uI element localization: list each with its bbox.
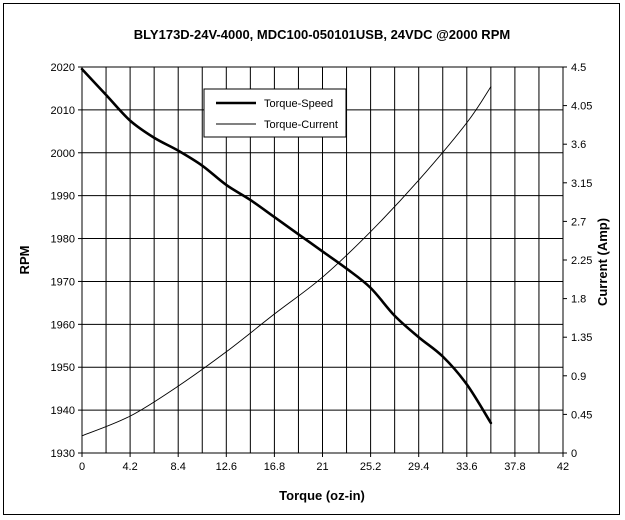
y2-tick-label: 0.45 (571, 409, 592, 421)
series-layer (80, 67, 493, 437)
y-tick-label: 2020 (51, 62, 75, 74)
x-tick-label: 21 (316, 461, 328, 473)
y-tick-label: 1930 (51, 448, 75, 460)
chart-title: BLY173D-24V-4000, MDC100-050101USB, 24VD… (134, 27, 510, 42)
x-tick-label: 29.4 (408, 461, 429, 473)
legend-box (203, 88, 347, 138)
y2-axis-ticks: 0 0.45 0.9 1.35 1.8 2.25 2.7 3.15 3.6 4.05 4.5 (563, 62, 592, 460)
x-tick-label: 33.6 (456, 461, 477, 473)
y2-tick-label: 4.05 (571, 101, 592, 113)
x-tick-label: 25.2 (360, 461, 381, 473)
y2-axis-label: Current (Amp) (595, 218, 610, 306)
x-axis-ticks: 0 4.2 8.4 12.6 16.8 21 25.2 29.4 33.6 37.8 42 (79, 453, 569, 473)
series-line-torque-current (81, 86, 492, 437)
y2-tick-label: 0.9 (571, 371, 586, 383)
y-tick-label: 2010 (51, 105, 75, 117)
x-tick-label: 42 (557, 461, 569, 473)
y2-tick-label: 1.35 (571, 332, 592, 344)
legend: Torque-Speed Torque-Current (203, 88, 347, 138)
y-axis-label: RPM (17, 246, 32, 275)
legend-label-torque-speed: Torque-Speed (264, 98, 333, 110)
y-tick-label: 1960 (51, 319, 75, 331)
y2-tick-label: 2.7 (571, 216, 586, 228)
y-tick-label: 1970 (51, 276, 75, 288)
y-axis-ticks: 1930 1940 1950 1960 1970 1980 1990 2000 2010 2020 (51, 62, 82, 460)
x-axis-label: Torque (oz-in) (279, 488, 365, 503)
y-tick-label: 1950 (51, 362, 75, 374)
y-tick-label: 1940 (51, 405, 75, 417)
y-tick-label: 1980 (51, 234, 75, 246)
series-line-torque-speed (80, 67, 493, 425)
x-tick-label: 12.6 (216, 461, 237, 473)
y2-tick-label: 3.15 (571, 178, 592, 190)
x-tick-label: 37.8 (504, 461, 525, 473)
x-tick-label: 0 (79, 461, 85, 473)
legend-label-torque-current: Torque-Current (264, 119, 338, 131)
y2-tick-label: 3.6 (571, 139, 586, 151)
x-tick-label: 8.4 (171, 461, 186, 473)
y-tick-label: 2000 (51, 148, 75, 160)
y2-tick-label: 0 (571, 448, 577, 460)
y2-tick-label: 2.25 (571, 255, 592, 267)
y-tick-label: 1990 (51, 191, 75, 203)
x-tick-label: 16.8 (264, 461, 285, 473)
y2-tick-label: 4.5 (571, 62, 586, 74)
y2-tick-label: 1.8 (571, 294, 586, 306)
x-tick-label: 4.2 (122, 461, 137, 473)
